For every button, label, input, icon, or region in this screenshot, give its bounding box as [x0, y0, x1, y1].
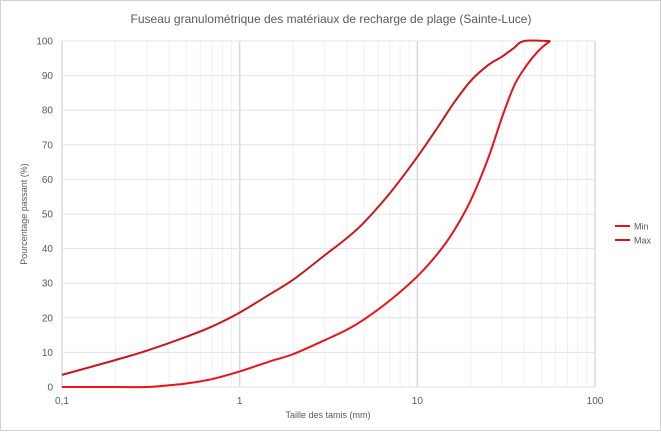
y-tick-label: 30: [42, 279, 54, 290]
plot-series: [61, 39, 551, 389]
axes: 0 10 20 30 40 50 60 70 80 90 100 0,1 1 10 100: [36, 37, 603, 408]
y-tick-label: 20: [42, 313, 54, 324]
x-axis-title: Taille des tamis (mm): [285, 410, 370, 420]
x-tick-label: 10: [412, 396, 424, 407]
x-tick-label: 1: [237, 396, 243, 407]
y-tick-label: 90: [42, 71, 54, 82]
x-tick-label: 0,1: [55, 396, 69, 407]
y-tick-label: 0: [47, 383, 53, 394]
y-tick-label: 40: [42, 244, 54, 255]
series-line-max: [61, 39, 551, 376]
series-line-min: [62, 40, 551, 389]
y-tick-label: 50: [42, 210, 54, 221]
x-tick-label: 100: [587, 396, 604, 407]
y-tick-label: 60: [42, 175, 54, 186]
y-tick-label: 70: [42, 140, 54, 151]
legend-label-min: Min: [634, 222, 649, 232]
legend-label-max: Max: [634, 236, 652, 246]
legend: Min Max: [615, 222, 652, 246]
y-tick-label: 80: [42, 106, 54, 117]
grid-lines: [61, 40, 596, 388]
y-tick-label: 10: [42, 348, 54, 359]
y-axis-title: Pourcentage passant (%): [19, 163, 29, 265]
y-tick-label: 100: [36, 37, 53, 48]
chart-title: Fuseau granulométrique des matériaux de …: [131, 12, 532, 26]
